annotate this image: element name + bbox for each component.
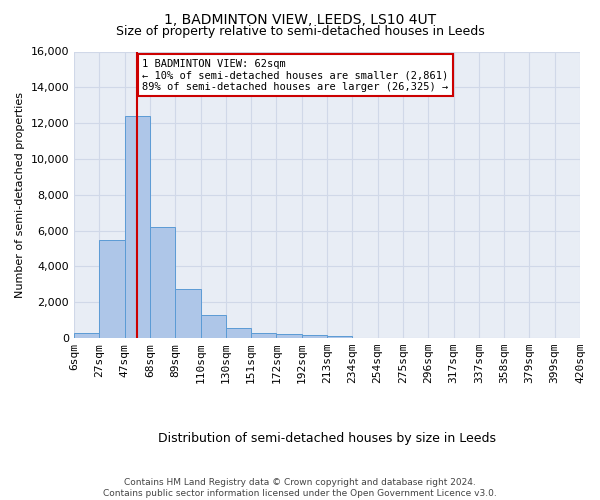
Text: 1 BADMINTON VIEW: 62sqm
← 10% of semi-detached houses are smaller (2,861)
89% of: 1 BADMINTON VIEW: 62sqm ← 10% of semi-de… [142,58,449,92]
Bar [302,336,327,338]
Y-axis label: Number of semi-detached properties: Number of semi-detached properties [15,92,25,298]
Bar [74,332,100,338]
Bar [175,289,200,338]
Text: Size of property relative to semi-detached houses in Leeds: Size of property relative to semi-detach… [116,25,484,38]
Bar [150,227,175,338]
X-axis label: Distribution of semi-detached houses by size in Leeds: Distribution of semi-detached houses by … [158,432,496,445]
Text: 1, BADMINTON VIEW, LEEDS, LS10 4UT: 1, BADMINTON VIEW, LEEDS, LS10 4UT [164,12,436,26]
Bar [100,240,125,338]
Bar [125,116,150,338]
Text: Contains HM Land Registry data © Crown copyright and database right 2024.
Contai: Contains HM Land Registry data © Crown c… [103,478,497,498]
Bar [251,332,277,338]
Bar [200,314,226,338]
Bar [226,328,251,338]
Bar [277,334,302,338]
Bar [327,336,352,338]
